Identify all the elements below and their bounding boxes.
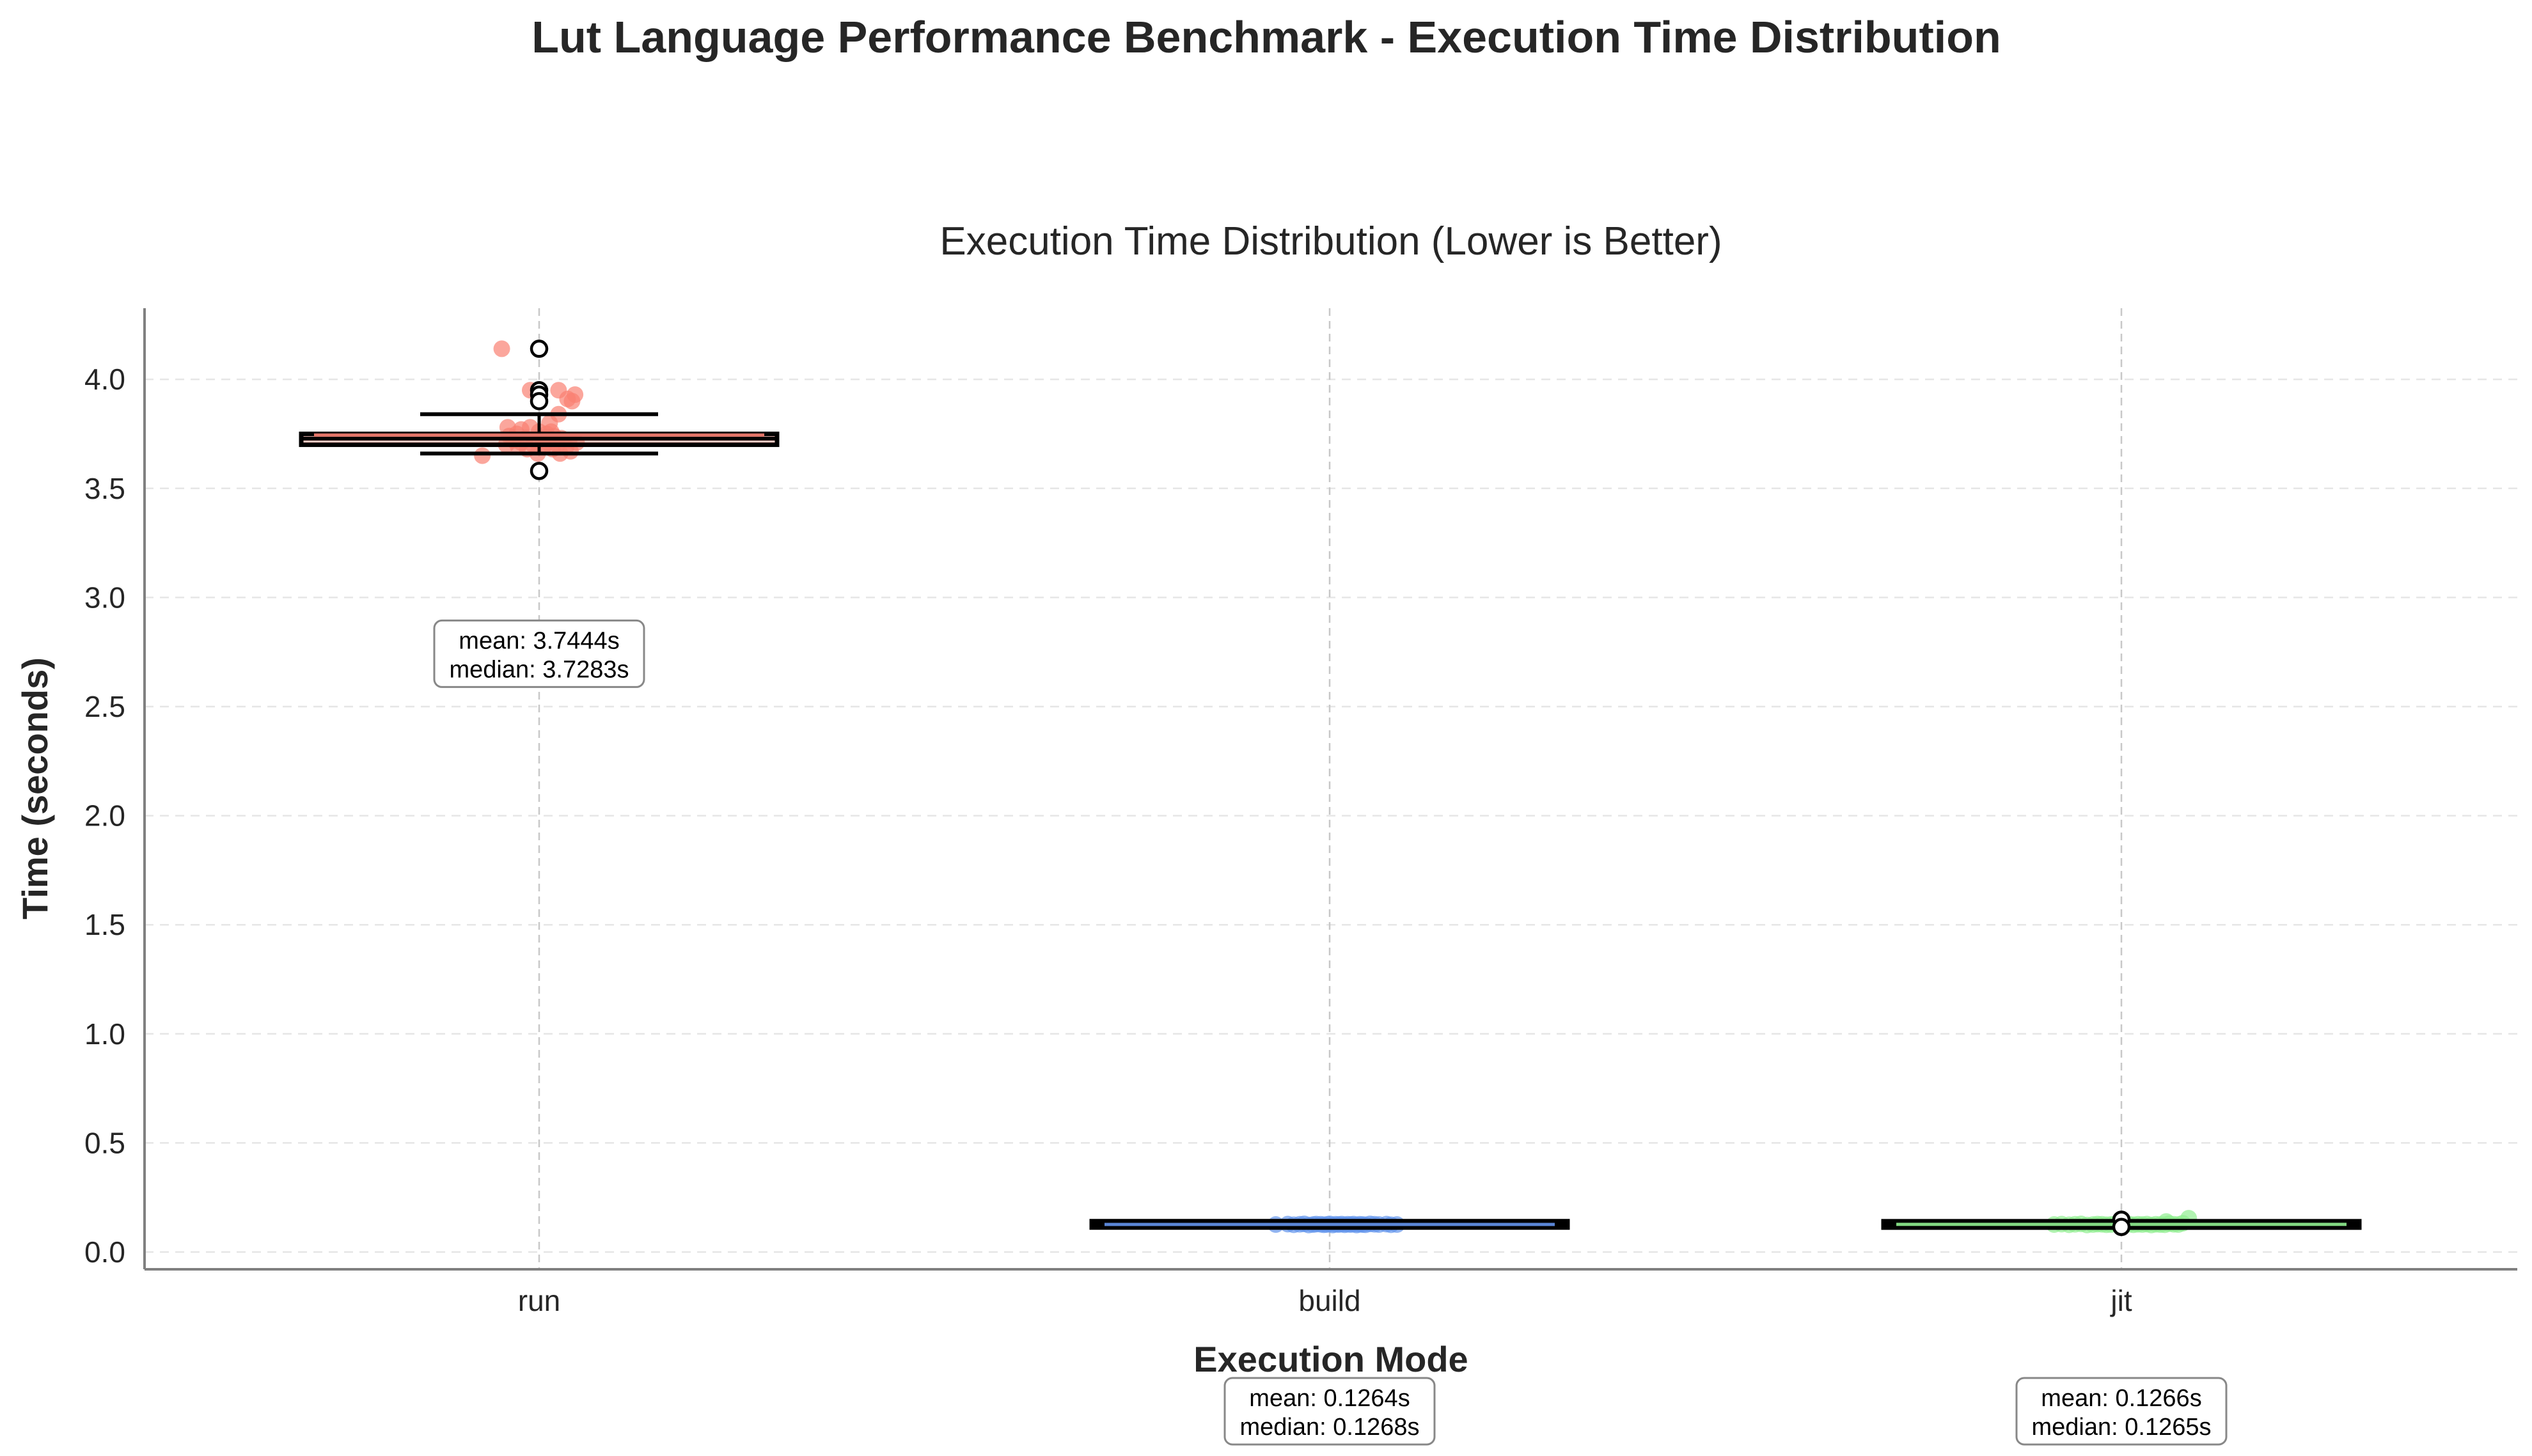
annotation-box [2015, 1377, 2228, 1446]
y-tick-label: 1.0 [84, 1017, 125, 1051]
outlier-point [2112, 1217, 2131, 1237]
y-tick-label: 0.0 [84, 1235, 125, 1269]
x-tick-label: jit [2109, 1284, 2132, 1317]
y-tick-label: 3.0 [84, 581, 125, 614]
outlier-point [530, 392, 549, 411]
x-tick-label: run [518, 1284, 560, 1317]
plot-area [299, 340, 2362, 1237]
annotation-median: median: 3.7283s [450, 656, 629, 683]
annotation-mean: mean: 0.1266s [2041, 1385, 2201, 1412]
x-axis-ticks: run build jit [518, 1284, 2132, 1317]
y-tick-label: 2.0 [84, 799, 125, 833]
series-run [299, 340, 780, 480]
y-axis-label: Time (seconds) [15, 657, 55, 920]
outlier-point [530, 462, 549, 480]
y-tick-label: 1.5 [84, 908, 125, 941]
y-tick-label: 3.5 [84, 472, 125, 505]
x-axis-label: Execution Mode [1193, 1339, 1468, 1379]
y-tick-label: 0.5 [84, 1126, 125, 1159]
annotation-mean: mean: 3.7444s [459, 627, 619, 654]
series-jit [1881, 1210, 2362, 1237]
x-tick-label: build [1298, 1284, 1360, 1317]
y-tick-label: 2.5 [84, 690, 125, 723]
chart-suptitle: Lut Language Performance Benchmark - Exe… [531, 12, 2001, 62]
grid [145, 378, 2517, 1253]
data-point [563, 393, 581, 410]
data-point [493, 340, 510, 357]
annotation-box [433, 619, 645, 688]
outlier-point [530, 340, 549, 358]
y-axis-ticks: 0.0 0.5 1.0 1.5 2.0 2.5 3.0 3.5 4.0 [84, 363, 125, 1269]
category-gridlines [538, 308, 2123, 1269]
annotation-median: median: 0.1268s [1240, 1414, 1420, 1441]
annotation-median: median: 0.1265s [2032, 1414, 2212, 1441]
series-build [1089, 1215, 1570, 1233]
y-tick-label: 4.0 [84, 363, 125, 396]
annotation-box [1223, 1377, 1436, 1446]
chart-title: Execution Time Distribution (Lower is Be… [940, 219, 1722, 263]
data-point [474, 447, 491, 464]
annotation-mean: mean: 0.1264s [1249, 1385, 1410, 1412]
